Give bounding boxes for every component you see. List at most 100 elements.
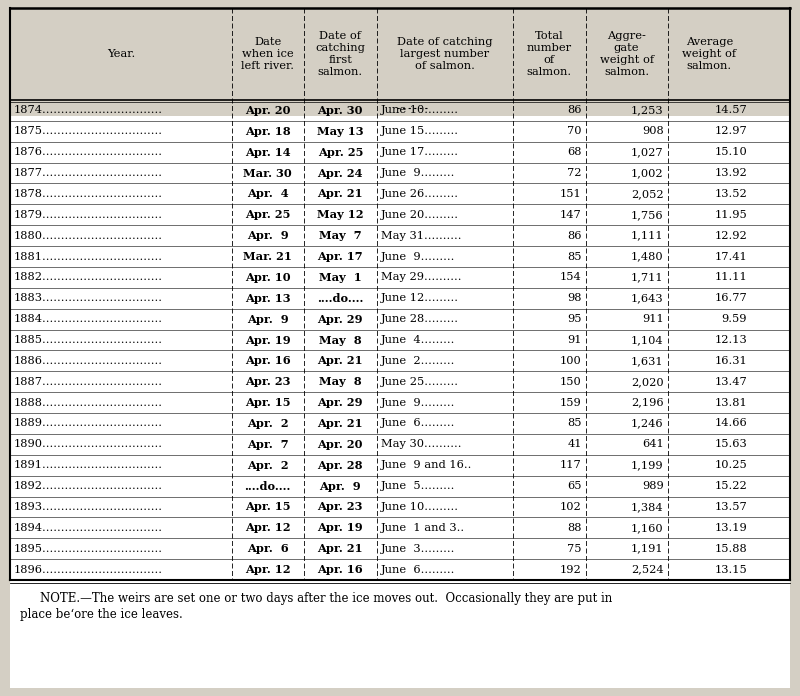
Text: Apr. 10: Apr. 10: [245, 272, 290, 283]
Text: Apr. 18: Apr. 18: [245, 126, 290, 137]
Text: 100: 100: [560, 356, 582, 366]
Text: 1,711: 1,711: [631, 272, 663, 283]
Text: 102: 102: [560, 502, 582, 512]
Text: 15.22: 15.22: [714, 481, 747, 491]
Text: 95: 95: [567, 314, 582, 324]
Text: 68: 68: [567, 147, 582, 157]
Text: June 26.........: June 26.........: [381, 189, 458, 199]
Text: June 10.........: June 10.........: [381, 502, 458, 512]
Text: 10.25: 10.25: [714, 460, 747, 470]
Text: 1889................................: 1889................................: [14, 418, 163, 429]
Text: Apr.  7: Apr. 7: [247, 439, 289, 450]
Text: May 31..........: May 31..........: [381, 230, 461, 241]
Text: 14.57: 14.57: [714, 105, 747, 116]
Text: Mar. 30: Mar. 30: [243, 168, 292, 179]
Text: Apr. 29: Apr. 29: [318, 397, 363, 408]
Text: 1879................................: 1879................................: [14, 209, 163, 220]
Text: 1878................................: 1878................................: [14, 189, 163, 199]
Text: 1,643: 1,643: [631, 293, 663, 303]
Text: 98: 98: [567, 293, 582, 303]
Text: 1893................................: 1893................................: [14, 502, 163, 512]
Text: Apr.  6: Apr. 6: [247, 543, 289, 554]
Text: Apr. 23: Apr. 23: [318, 501, 363, 512]
Text: Average
weight of
salmon.: Average weight of salmon.: [682, 37, 736, 71]
Text: May  8: May 8: [319, 335, 362, 345]
Text: NOTE.—The weirs are set one or two days after the ice moves out.  Occasionally t: NOTE.—The weirs are set one or two days …: [40, 592, 612, 605]
Text: 13.52: 13.52: [714, 189, 747, 199]
Text: Apr. 20: Apr. 20: [318, 439, 363, 450]
Text: 151: 151: [560, 189, 582, 199]
Text: June 10.........: June 10.........: [381, 105, 458, 116]
Text: June  4.........: June 4.........: [381, 335, 455, 345]
Text: 1,002: 1,002: [631, 168, 663, 178]
Text: 1,111: 1,111: [631, 230, 663, 241]
Text: 1880................................: 1880................................: [14, 230, 163, 241]
Text: 11.95: 11.95: [714, 209, 747, 220]
Text: Apr. 25: Apr. 25: [245, 209, 290, 220]
Text: 2,524: 2,524: [631, 564, 663, 575]
Text: Apr. 13: Apr. 13: [245, 293, 290, 303]
Text: Year.: Year.: [106, 49, 135, 59]
Text: 1,756: 1,756: [631, 209, 663, 220]
Text: Apr.  4: Apr. 4: [247, 189, 289, 200]
Text: 11.11: 11.11: [714, 272, 747, 283]
Text: 908: 908: [642, 126, 663, 136]
Text: Apr. 20: Apr. 20: [245, 105, 290, 116]
Text: Apr. 12: Apr. 12: [245, 522, 290, 533]
Text: 1,253: 1,253: [631, 105, 663, 116]
Text: Apr.  2: Apr. 2: [247, 418, 289, 429]
Text: 1,631: 1,631: [631, 356, 663, 366]
Text: Mar. 21: Mar. 21: [243, 251, 292, 262]
Text: Apr. 17: Apr. 17: [318, 251, 363, 262]
Text: 2,020: 2,020: [631, 377, 663, 387]
Text: May  1: May 1: [319, 272, 362, 283]
Text: 1892................................: 1892................................: [14, 481, 163, 491]
Text: 17.41: 17.41: [714, 251, 747, 262]
Text: 150: 150: [560, 377, 582, 387]
Text: Apr. 29: Apr. 29: [318, 314, 363, 324]
Text: 192: 192: [560, 564, 582, 575]
Text: 15.10: 15.10: [714, 147, 747, 157]
Text: Apr. 19: Apr. 19: [318, 522, 363, 533]
Text: June 28.........: June 28.........: [381, 314, 458, 324]
Text: Apr.  9: Apr. 9: [247, 314, 289, 324]
Text: 1,246: 1,246: [631, 418, 663, 429]
Text: Apr. 15: Apr. 15: [245, 501, 290, 512]
Text: 14.66: 14.66: [714, 418, 747, 429]
Text: 13.81: 13.81: [714, 397, 747, 408]
Text: 15.88: 15.88: [714, 544, 747, 554]
Text: Date of
catching
first
salmon.: Date of catching first salmon.: [315, 31, 366, 77]
Text: Apr. 25: Apr. 25: [318, 147, 363, 158]
Text: Apr. 16: Apr. 16: [245, 356, 290, 366]
Text: June  3.........: June 3.........: [381, 544, 455, 554]
Text: 12.13: 12.13: [714, 335, 747, 345]
Text: 85: 85: [567, 251, 582, 262]
Text: 15.63: 15.63: [714, 439, 747, 450]
Text: May 29..........: May 29..........: [381, 272, 461, 283]
Text: Apr. 23: Apr. 23: [245, 377, 290, 387]
Text: June 25.........: June 25.........: [381, 377, 458, 387]
Text: Apr. 14: Apr. 14: [245, 147, 290, 158]
Text: 1890................................: 1890................................: [14, 439, 163, 450]
Text: 86: 86: [567, 105, 582, 116]
Text: 2,196: 2,196: [631, 397, 663, 408]
Text: June 20.........: June 20.........: [381, 209, 458, 220]
Text: 1874................................: 1874................................: [14, 105, 163, 116]
Bar: [10, 116, 790, 688]
Text: 1883................................: 1883................................: [14, 293, 163, 303]
Text: 12.92: 12.92: [714, 230, 747, 241]
Text: 989: 989: [642, 481, 663, 491]
Text: 41: 41: [567, 439, 582, 450]
Text: Apr. 28: Apr. 28: [318, 460, 363, 470]
Text: 1895................................: 1895................................: [14, 544, 163, 554]
Text: June  2.........: June 2.........: [381, 356, 455, 366]
Text: 1876................................: 1876................................: [14, 147, 163, 157]
Text: Date
when ice
left river.: Date when ice left river.: [242, 37, 294, 71]
Text: June  5.........: June 5.........: [381, 481, 455, 491]
Text: 13.15: 13.15: [714, 564, 747, 575]
Text: 641: 641: [642, 439, 663, 450]
Text: May  7: May 7: [319, 230, 362, 241]
Text: Apr. 21: Apr. 21: [318, 356, 363, 366]
Text: Apr. 24: Apr. 24: [318, 168, 363, 179]
Text: Apr. 21: Apr. 21: [318, 418, 363, 429]
